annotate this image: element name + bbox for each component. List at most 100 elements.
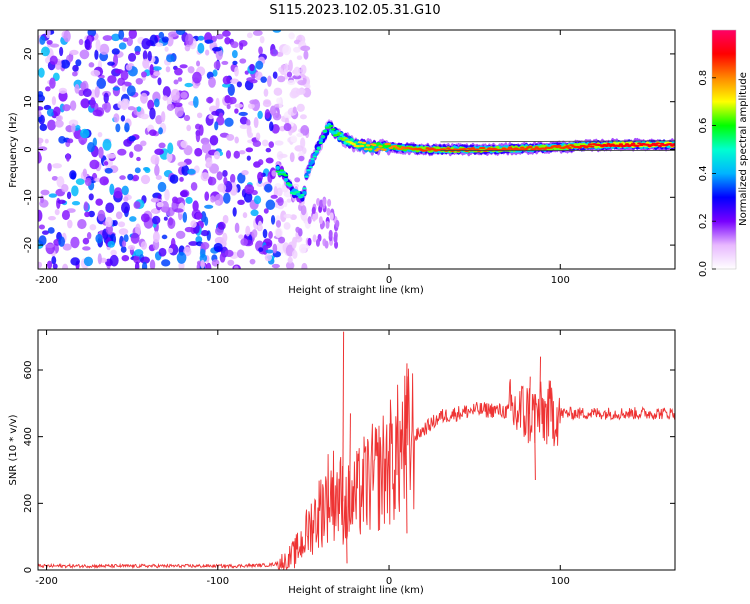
noise-blob bbox=[311, 206, 316, 215]
noise-blob bbox=[107, 240, 115, 248]
noise-blob bbox=[288, 59, 293, 72]
noise-blob bbox=[204, 216, 209, 226]
noise-blob bbox=[96, 78, 107, 89]
noise-blob bbox=[135, 77, 144, 85]
noise-blob bbox=[170, 88, 180, 101]
noise-blob bbox=[39, 123, 48, 132]
noise-blob bbox=[215, 97, 220, 110]
noise-blob bbox=[47, 162, 52, 172]
noise-blob bbox=[186, 124, 192, 132]
noise-blob bbox=[97, 253, 102, 265]
noise-blob bbox=[39, 35, 46, 45]
noise-blob bbox=[80, 82, 87, 90]
ridge-guide-line bbox=[440, 140, 675, 143]
ridge-blob bbox=[283, 177, 289, 182]
noise-blob bbox=[58, 136, 66, 144]
noise-blob bbox=[225, 150, 232, 159]
ridge-blob bbox=[376, 147, 381, 151]
noise-blob bbox=[242, 212, 248, 219]
noise-blob bbox=[255, 60, 264, 70]
noise-blob bbox=[249, 258, 256, 265]
noise-blob bbox=[293, 46, 301, 53]
noise-blob bbox=[89, 159, 100, 170]
noise-blob bbox=[177, 77, 183, 82]
noise-blob bbox=[120, 115, 126, 122]
noise-blob bbox=[223, 176, 228, 185]
noise-blob bbox=[179, 64, 188, 69]
noise-blob bbox=[222, 214, 229, 224]
noise-blob bbox=[174, 102, 183, 108]
ridge-blob bbox=[335, 133, 340, 137]
y-tick-label: 20 bbox=[23, 48, 34, 61]
noise-blob bbox=[167, 142, 174, 155]
ridge-blob bbox=[308, 166, 313, 169]
noise-blob bbox=[236, 81, 242, 88]
noise-blob bbox=[154, 164, 160, 177]
noise-blob bbox=[283, 222, 291, 230]
noise-blob bbox=[268, 141, 275, 149]
noise-blob bbox=[226, 133, 235, 141]
ridge-blob bbox=[296, 190, 301, 193]
noise-blob bbox=[300, 45, 311, 52]
noise-blob bbox=[205, 49, 210, 56]
noise-blob bbox=[158, 31, 165, 39]
noise-blob bbox=[204, 39, 214, 44]
noise-blob bbox=[162, 86, 171, 98]
noise-blob bbox=[288, 32, 295, 40]
noise-blob bbox=[213, 151, 221, 160]
noise-blob bbox=[38, 106, 44, 111]
noise-blob bbox=[104, 167, 113, 174]
spectrogram-image bbox=[38, 30, 675, 269]
snr-spike bbox=[388, 423, 391, 464]
noise-blob bbox=[234, 103, 244, 108]
noise-blob bbox=[61, 184, 69, 193]
noise-blob bbox=[216, 171, 223, 181]
noise-blob bbox=[230, 41, 239, 49]
noise-blob bbox=[103, 92, 109, 104]
ridge-blob bbox=[466, 147, 472, 150]
ridge-blob bbox=[567, 146, 572, 150]
ridge-blob bbox=[672, 143, 675, 146]
noise-blob bbox=[126, 85, 136, 97]
noise-blob bbox=[221, 60, 229, 65]
noise-blob bbox=[121, 201, 130, 214]
noise-blob bbox=[238, 234, 244, 239]
ridge-blob bbox=[653, 144, 659, 147]
noise-blob bbox=[258, 46, 263, 55]
noise-blob bbox=[211, 110, 220, 116]
ridge-blob bbox=[462, 148, 467, 151]
ridge-blob bbox=[291, 192, 297, 196]
noise-blob bbox=[240, 238, 248, 246]
noise-blob bbox=[195, 236, 203, 243]
snr-spike bbox=[534, 414, 536, 481]
noise-blob bbox=[212, 69, 218, 77]
noise-blob bbox=[277, 196, 284, 206]
noise-blob bbox=[238, 111, 248, 117]
noise-blob bbox=[213, 242, 223, 253]
noise-blob bbox=[296, 55, 303, 61]
noise-blob bbox=[296, 132, 304, 138]
noise-blob bbox=[179, 176, 184, 182]
noise-blob bbox=[51, 175, 58, 181]
noise-blob bbox=[142, 50, 148, 61]
colorbar-frame bbox=[711, 29, 737, 270]
noise-blob bbox=[72, 71, 78, 77]
noise-blob bbox=[62, 104, 71, 112]
noise-blob bbox=[38, 110, 42, 118]
noise-blob bbox=[173, 208, 184, 213]
ridge-blob bbox=[367, 148, 373, 151]
noise-blob bbox=[88, 62, 95, 68]
noise-blob bbox=[271, 170, 277, 177]
noise-blob bbox=[246, 155, 251, 161]
noise-blob bbox=[129, 216, 137, 222]
noise-blob bbox=[184, 226, 194, 233]
noise-blob bbox=[167, 247, 174, 254]
noise-blob bbox=[247, 103, 255, 109]
noise-blob bbox=[236, 249, 245, 259]
noise-blob bbox=[152, 66, 162, 71]
noise-blob bbox=[265, 249, 274, 254]
noise-blob bbox=[278, 153, 288, 159]
noise-blob bbox=[57, 199, 66, 204]
noise-blob bbox=[297, 79, 307, 86]
noise-blob bbox=[111, 33, 121, 42]
